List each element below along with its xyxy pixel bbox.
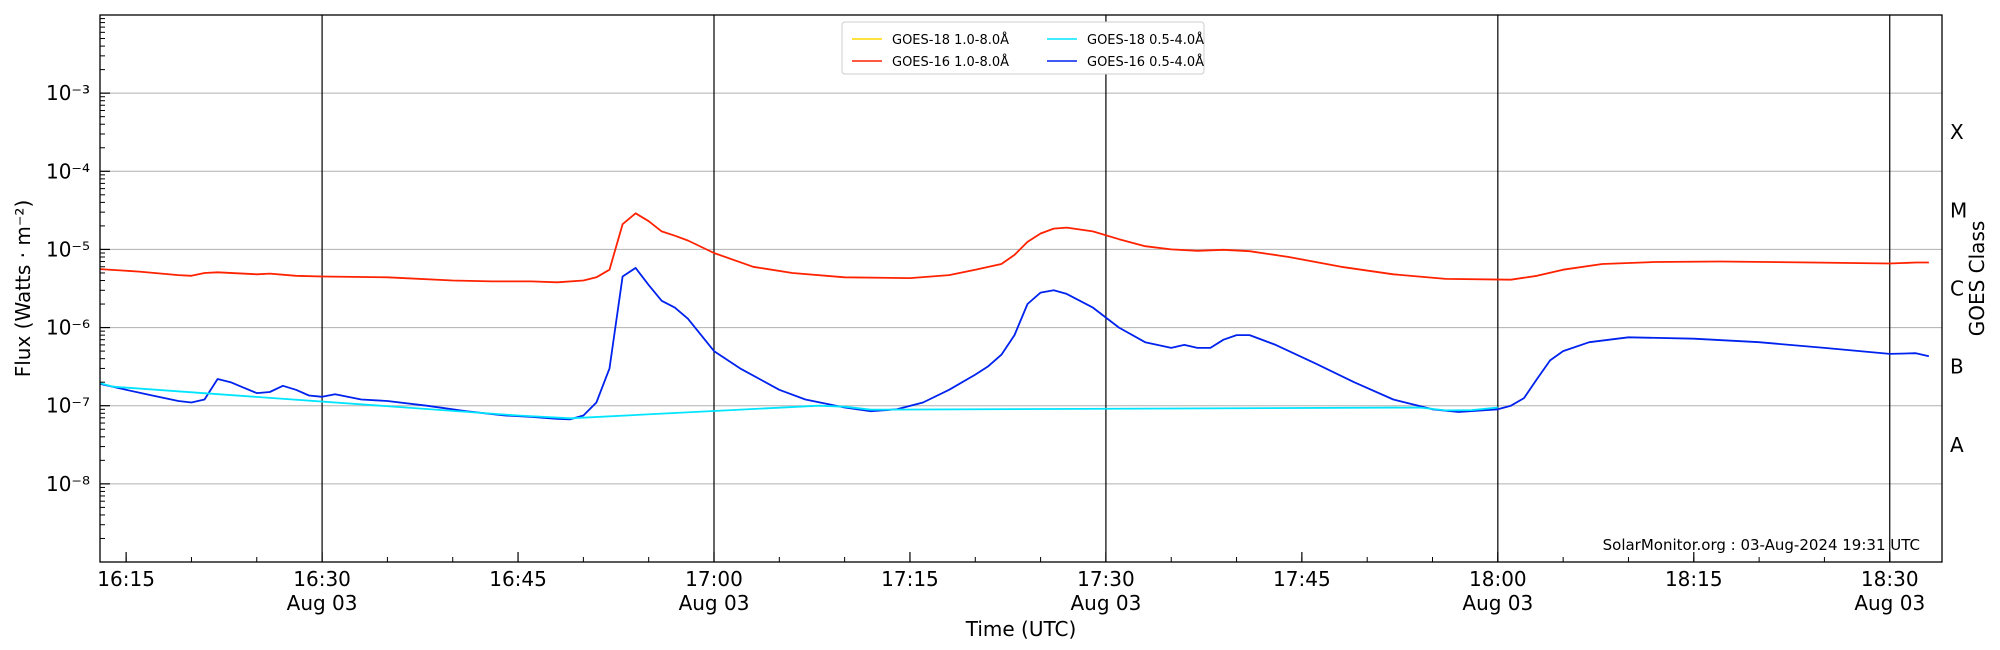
plot-area-frame [99, 14, 1943, 563]
x-tick-label: 18:30 [1861, 567, 1919, 591]
goes-class-m-label: M [1950, 198, 1967, 222]
legend-box [841, 21, 1205, 75]
credit-text: SolarMonitor.org : 03-Aug-2024 19:31 UTC [1603, 536, 1920, 554]
series-line-2 [99, 382, 1498, 420]
series-line-0 [99, 212, 1929, 284]
x-tick-label: 18:15 [1665, 567, 1723, 591]
day-marker-lines [321, 15, 1891, 562]
x-tick-date-label: Aug 03 [287, 591, 358, 615]
x-tick-label: 18:00 [1469, 567, 1527, 591]
legend-label: GOES-18 1.0-8.0Å [892, 32, 1009, 48]
x-axis-title: Time (UTC) [965, 617, 1077, 641]
x-tick-label: 17:00 [685, 567, 743, 591]
legend-label: GOES-16 1.0-8.0Å [892, 54, 1009, 70]
x-tick-date-label: Aug 03 [1070, 591, 1141, 615]
goes-class-labels: A B C M X [1950, 120, 1967, 457]
x-tick-label: 17:45 [1273, 567, 1331, 591]
legend: GOES-18 1.0-8.0Å GOES-16 1.0-8.0Å GOES-18 … [841, 21, 1205, 75]
x-tick-label: 16:30 [293, 567, 351, 591]
y-tick-label: 10⁻⁷ [46, 394, 90, 418]
goes-class-c-label: C [1950, 277, 1964, 301]
y-tick-label: 10⁻⁶ [46, 316, 90, 340]
x-tick-label: 17:30 [1077, 567, 1135, 591]
x-tick-label: 16:15 [97, 567, 155, 591]
y-tick-label: 10⁻⁵ [46, 237, 90, 261]
goes-class-axis-title: GOES Class [1965, 221, 1989, 337]
y-tick-label: 10⁻⁴ [46, 159, 90, 183]
legend-label: GOES-18 0.5-4.0Å [1087, 32, 1204, 48]
x-tick-date-label: Aug 03 [1854, 591, 1925, 615]
y-axis-title: Flux (Watts · m⁻²) [11, 200, 35, 378]
y-tick-label: 10⁻³ [46, 81, 90, 105]
goes-class-x-label: X [1950, 120, 1964, 144]
x-tick-label: 17:15 [881, 567, 939, 591]
x-tick-label: 16:45 [489, 567, 547, 591]
goes-class-b-label: B [1950, 355, 1964, 379]
x-tick-date-label: Aug 03 [679, 591, 750, 615]
goes-class-a-label: A [1950, 433, 1964, 457]
series-line-1 [99, 267, 1930, 421]
y-tick-label: 10⁻⁸ [46, 472, 90, 496]
x-tick-date-label: Aug 03 [1462, 591, 1533, 615]
y-axis-ticks: 10⁻⁸ 10⁻⁷ 10⁻⁶ 10⁻⁵ 10⁻⁴ 10⁻³ [46, 18, 110, 539]
legend-label: GOES-16 0.5-4.0Å [1087, 54, 1204, 70]
series-lines [99, 212, 1930, 421]
